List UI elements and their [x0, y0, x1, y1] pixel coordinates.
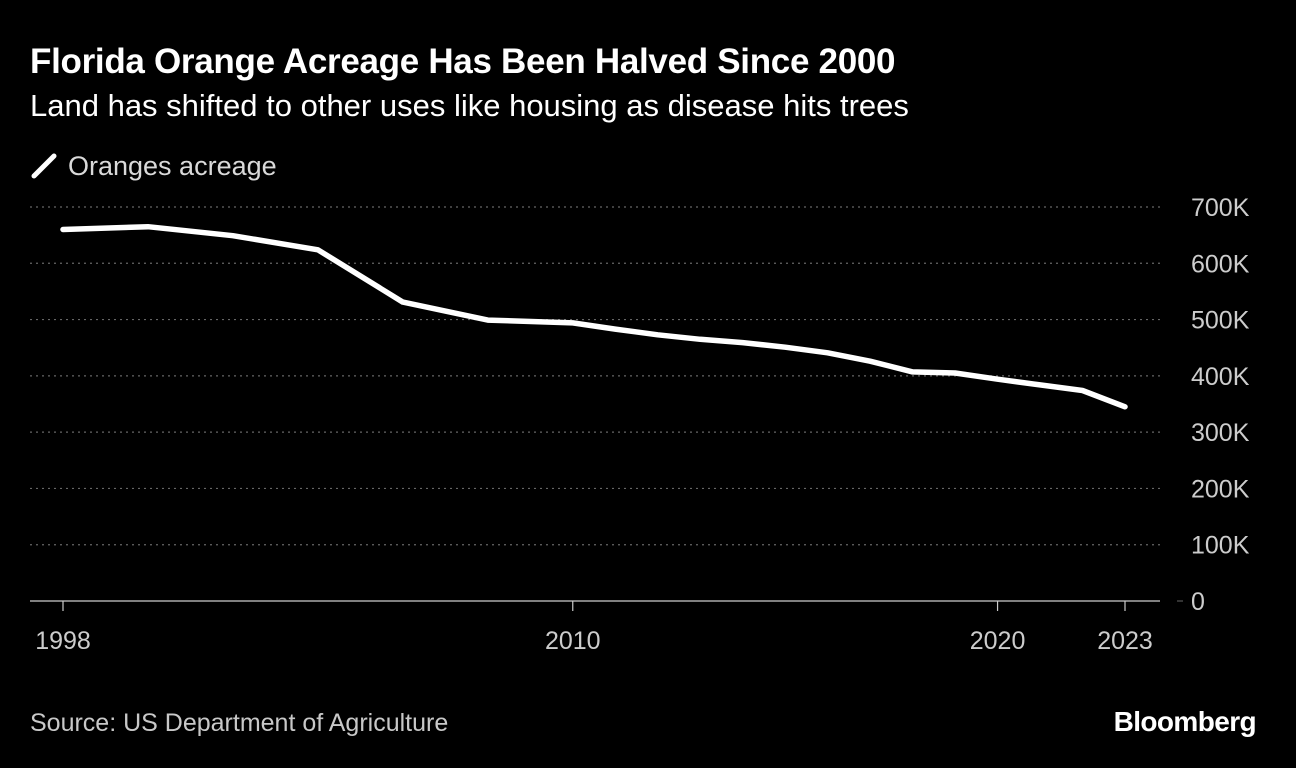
- legend-label: Oranges acreage: [68, 150, 277, 181]
- x-tick-label: 1998: [35, 627, 91, 655]
- chart-subtitle: Land has shifted to other uses like hous…: [30, 88, 909, 123]
- y-tick-label: 600K: [1191, 250, 1250, 278]
- y-tick-label: 300K: [1191, 419, 1250, 447]
- legend: Oranges acreage: [30, 150, 277, 182]
- y-tick-label: 0: [1191, 588, 1205, 616]
- y-tick-label: 200K: [1191, 475, 1250, 503]
- brand-logo: Bloomberg: [1113, 706, 1257, 737]
- legend-line-icon: [31, 153, 57, 179]
- source-note: Source: US Department of Agriculture: [30, 709, 449, 737]
- y-tick-label: 400K: [1191, 363, 1250, 391]
- x-tick-label: 2023: [1097, 627, 1153, 655]
- chart-title: Florida Orange Acreage Has Been Halved S…: [30, 42, 896, 81]
- x-tick-label: 2020: [970, 627, 1026, 655]
- y-tick-label: 700K: [1191, 194, 1250, 222]
- x-tick-label: 2010: [545, 627, 601, 655]
- y-tick-label: 100K: [1191, 532, 1250, 560]
- y-tick-label: 500K: [1191, 307, 1250, 335]
- series-line-oranges-acreage: [60, 223, 1128, 410]
